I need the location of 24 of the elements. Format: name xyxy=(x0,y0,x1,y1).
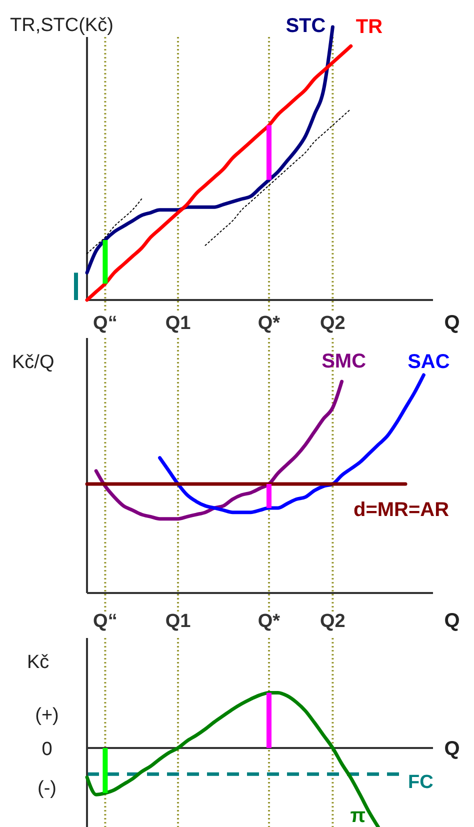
series-label: TR xyxy=(356,16,384,38)
series-label: d=MR=AR xyxy=(354,499,450,521)
series-label: SAC xyxy=(408,351,450,373)
x-tick-label: Q2 xyxy=(320,611,346,632)
x-axis-title: Q xyxy=(444,610,460,632)
x-tick-label: Q2 xyxy=(320,313,346,334)
text: (-) xyxy=(38,778,56,799)
y-axis-title: Kč xyxy=(27,652,50,673)
x-tick-label: Q“ xyxy=(93,611,118,632)
ref-line-label: FC xyxy=(408,772,434,794)
text: 0 xyxy=(42,739,52,760)
text: (+) xyxy=(35,705,59,726)
y-axis-title: TR,STC(Kč) xyxy=(10,15,114,36)
series-label: STC xyxy=(286,15,326,37)
series-label: SMC xyxy=(322,350,366,373)
series-label: π xyxy=(350,805,366,827)
y-axis-title: Kč/Q xyxy=(12,352,54,373)
x-tick-label: Q* xyxy=(258,611,281,632)
x-axis-title: Q xyxy=(444,312,460,334)
x-tick-label: Q* xyxy=(258,313,281,334)
x-tick-label: Q1 xyxy=(165,611,192,632)
x-axis-title: Q xyxy=(444,738,460,760)
x-tick-label: Q“ xyxy=(93,313,118,334)
x-tick-label: Q1 xyxy=(165,313,192,334)
